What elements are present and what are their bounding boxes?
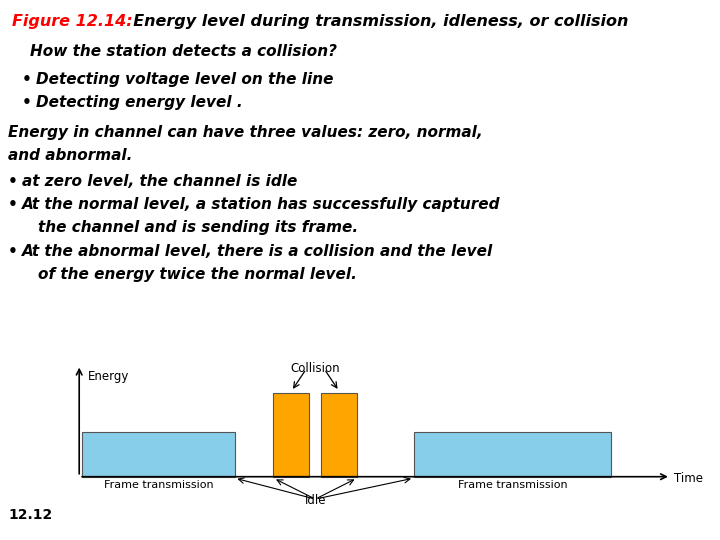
Text: Collision: Collision: [290, 362, 340, 375]
Text: •: •: [8, 244, 18, 259]
Text: Idle: Idle: [305, 495, 326, 508]
Text: Detecting energy level .: Detecting energy level .: [36, 95, 243, 110]
Text: Detecting voltage level on the line: Detecting voltage level on the line: [36, 72, 333, 87]
Text: Frame transmission: Frame transmission: [458, 480, 567, 490]
Text: •: •: [22, 95, 32, 110]
Bar: [321, 393, 357, 477]
Text: of the energy twice the normal level.: of the energy twice the normal level.: [38, 267, 357, 282]
Bar: [82, 432, 235, 477]
Text: at zero level, the channel is idle: at zero level, the channel is idle: [22, 174, 297, 189]
Text: Energy: Energy: [88, 370, 130, 383]
Text: Time: Time: [674, 471, 703, 484]
Text: At the abnormal level, there is a collision and the level: At the abnormal level, there is a collis…: [22, 244, 493, 259]
Text: Frame transmission: Frame transmission: [104, 480, 213, 490]
Bar: [414, 432, 611, 477]
Text: Figure 12.14:: Figure 12.14:: [12, 14, 132, 29]
Bar: [274, 393, 310, 477]
Text: the channel and is sending its frame.: the channel and is sending its frame.: [38, 220, 358, 235]
Text: •: •: [22, 72, 32, 87]
Text: •: •: [8, 197, 18, 212]
Text: •: •: [8, 174, 18, 189]
Text: 12.12: 12.12: [8, 508, 53, 522]
Text: and abnormal.: and abnormal.: [8, 148, 132, 163]
Text: How the station detects a collision?: How the station detects a collision?: [30, 44, 337, 59]
Text: At the normal level, a station has successfully captured: At the normal level, a station has succe…: [22, 197, 500, 212]
Text: Energy in channel can have three values: zero, normal,: Energy in channel can have three values:…: [8, 125, 482, 140]
Text: Energy level during transmission, idleness, or collision: Energy level during transmission, idlene…: [122, 14, 629, 29]
